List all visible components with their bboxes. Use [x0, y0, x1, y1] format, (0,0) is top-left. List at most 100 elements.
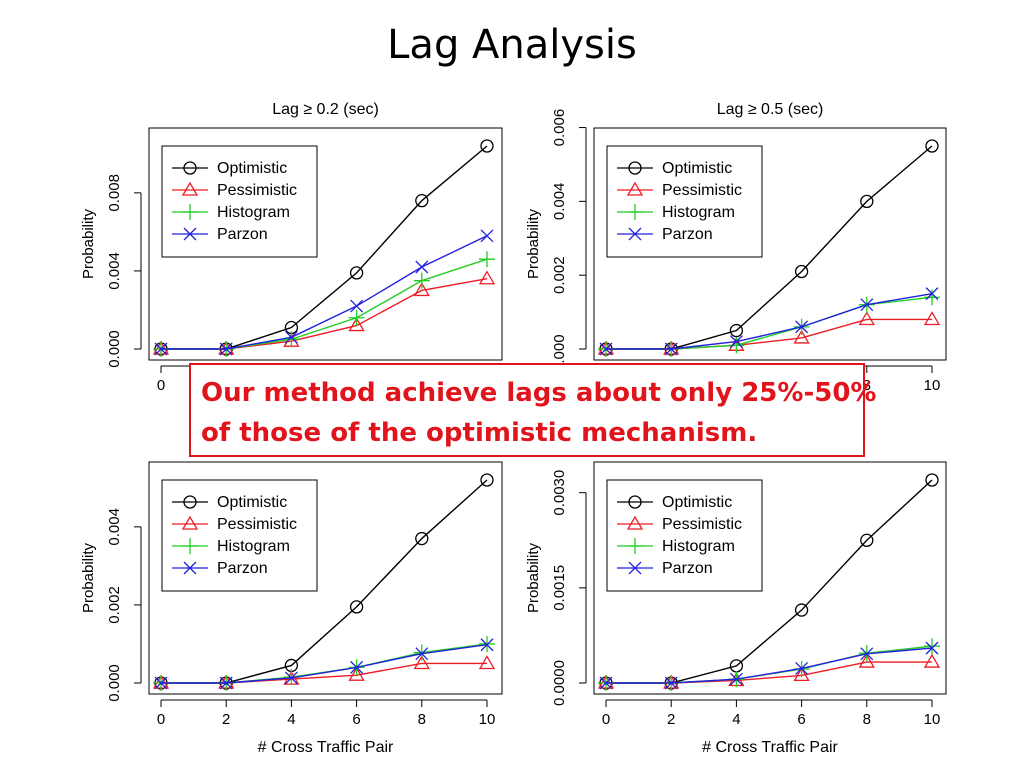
legend-label: Parzon — [217, 226, 268, 243]
data-point — [599, 676, 613, 690]
legend-box — [606, 479, 763, 592]
legend-label: Parzon — [662, 226, 713, 243]
legend-marker — [627, 538, 643, 554]
series-parzon — [154, 638, 494, 690]
legend-marker — [181, 515, 199, 530]
chart-frame — [148, 127, 503, 361]
data-point — [479, 251, 495, 268]
data-point — [925, 287, 939, 301]
series-histogram — [153, 251, 495, 357]
data-point — [284, 330, 298, 344]
data-point — [348, 666, 365, 681]
x-axis-label: # Cross Traffic Pair — [702, 739, 838, 756]
chart-title: Lag ≥ 0.5 (sec) — [717, 101, 824, 118]
y-tick-label: 0.006 — [551, 109, 568, 147]
series-parzon — [599, 641, 939, 690]
legend: Optimistic Pessimistic Histogram Parzon — [606, 145, 763, 258]
data-point — [350, 660, 364, 674]
data-point — [154, 342, 168, 356]
x-tick-label: 0 — [157, 377, 165, 394]
series-line — [161, 235, 488, 350]
legend-box — [161, 145, 318, 258]
data-point — [860, 647, 874, 661]
legend-label: Histogram — [217, 538, 290, 555]
legend-label: Optimistic — [217, 494, 287, 511]
data-point — [349, 266, 364, 280]
x-tick-label: 4 — [732, 711, 740, 728]
series-line — [606, 661, 932, 684]
x-tick-label: 6 — [352, 711, 360, 728]
data-point — [860, 298, 874, 312]
legend-marker — [183, 495, 197, 509]
x-tick-label: 10 — [924, 377, 941, 394]
x-tick-label: 2 — [222, 711, 230, 728]
data-point — [348, 309, 365, 326]
data-point — [664, 676, 678, 690]
series-line — [606, 292, 933, 350]
y-tick-label: 0.0000 — [551, 660, 568, 706]
legend-marker — [628, 227, 642, 241]
legend-marker — [628, 161, 642, 175]
x-tick-label: 10 — [924, 711, 941, 728]
y-tick-label: 0.000 — [106, 330, 123, 368]
data-point — [284, 671, 298, 685]
data-point — [599, 342, 613, 356]
legend-marker — [628, 561, 642, 575]
legend-label: Pessimistic — [662, 516, 742, 533]
x-tick-label: 8 — [863, 711, 871, 728]
y-tick-label: 0.002 — [106, 586, 123, 624]
x-tick-label: 0 — [602, 711, 610, 728]
y-tick-label: 0.000 — [106, 664, 123, 702]
legend-marker — [183, 561, 197, 575]
x-tick-label: 10 — [479, 711, 496, 728]
data-point — [349, 600, 364, 614]
data-point — [219, 342, 233, 356]
data-point — [480, 473, 494, 487]
series-line — [161, 258, 488, 350]
data-point — [219, 676, 233, 690]
callout-box: Our method achieve lags about only 25%-5… — [189, 363, 877, 457]
data-point — [858, 311, 875, 326]
y-tick-label: 0.004 — [106, 252, 123, 290]
data-point — [154, 676, 168, 690]
legend-marker — [182, 538, 198, 554]
y-tick-label: 0.008 — [106, 174, 123, 212]
y-axis-label: Probability — [525, 542, 542, 613]
legend-label: Parzon — [662, 560, 713, 577]
data-point — [925, 473, 939, 487]
callout-line-1: Our method achieve lags about only 25%-5… — [201, 378, 877, 408]
data-point — [925, 641, 939, 655]
legend-marker — [181, 181, 199, 196]
legend-label: Histogram — [662, 204, 735, 221]
x-tick-label: 2 — [667, 711, 675, 728]
legend-label: Pessimistic — [217, 182, 297, 199]
x-tick-label: 8 — [418, 711, 426, 728]
data-point — [923, 311, 941, 326]
x-tick-label: 4 — [287, 711, 295, 728]
data-point — [478, 270, 496, 285]
data-point — [728, 337, 745, 354]
data-point — [924, 638, 940, 655]
x-tick-label: 8 — [863, 377, 871, 394]
data-point — [413, 282, 430, 297]
legend-label: Histogram — [217, 204, 290, 221]
data-point — [793, 329, 810, 344]
legend-label: Optimistic — [662, 160, 732, 177]
data-point — [478, 655, 496, 670]
chart-frame — [148, 461, 503, 695]
data-point — [415, 647, 429, 661]
legend-marker — [627, 204, 643, 220]
chart-3: Probability # Cross Traffic Pair 0 2 4 6 8 10 0.… — [80, 461, 503, 756]
data-point — [729, 335, 743, 349]
legend-label: Optimistic — [662, 494, 732, 511]
series-pessimistic — [597, 311, 941, 355]
chart-2: Lag ≥ 0.5 (sec)Probability0246810.0000.0… — [525, 101, 947, 394]
data-point — [413, 272, 430, 289]
data-point — [793, 667, 810, 682]
y-tick-label: 0.0015 — [551, 565, 568, 611]
data-point — [729, 323, 744, 338]
legend-label: Optimistic — [217, 160, 287, 177]
y-axis-label: Probability — [80, 208, 97, 279]
data-point — [860, 194, 874, 209]
